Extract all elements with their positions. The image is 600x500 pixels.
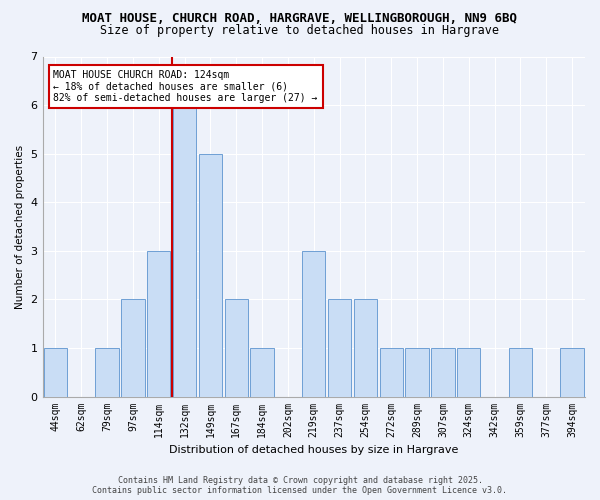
Bar bbox=[44, 348, 67, 397]
Bar bbox=[406, 348, 429, 397]
Bar bbox=[121, 300, 145, 396]
Text: Contains HM Land Registry data © Crown copyright and database right 2025.
Contai: Contains HM Land Registry data © Crown c… bbox=[92, 476, 508, 495]
Text: Size of property relative to detached houses in Hargrave: Size of property relative to detached ho… bbox=[101, 24, 499, 37]
Bar bbox=[431, 348, 455, 397]
Text: MOAT HOUSE CHURCH ROAD: 124sqm
← 18% of detached houses are smaller (6)
82% of s: MOAT HOUSE CHURCH ROAD: 124sqm ← 18% of … bbox=[53, 70, 318, 103]
Bar bbox=[250, 348, 274, 397]
X-axis label: Distribution of detached houses by size in Hargrave: Distribution of detached houses by size … bbox=[169, 445, 458, 455]
Bar bbox=[509, 348, 532, 397]
Bar bbox=[457, 348, 481, 397]
Bar bbox=[354, 300, 377, 396]
Bar bbox=[302, 251, 325, 396]
Bar bbox=[224, 300, 248, 396]
Text: MOAT HOUSE, CHURCH ROAD, HARGRAVE, WELLINGBOROUGH, NN9 6BQ: MOAT HOUSE, CHURCH ROAD, HARGRAVE, WELLI… bbox=[83, 12, 517, 26]
Y-axis label: Number of detached properties: Number of detached properties bbox=[15, 144, 25, 308]
Bar bbox=[380, 348, 403, 397]
Bar bbox=[147, 251, 170, 396]
Bar bbox=[328, 300, 351, 396]
Bar bbox=[95, 348, 119, 397]
Bar bbox=[173, 105, 196, 397]
Bar bbox=[560, 348, 584, 397]
Bar bbox=[199, 154, 222, 396]
